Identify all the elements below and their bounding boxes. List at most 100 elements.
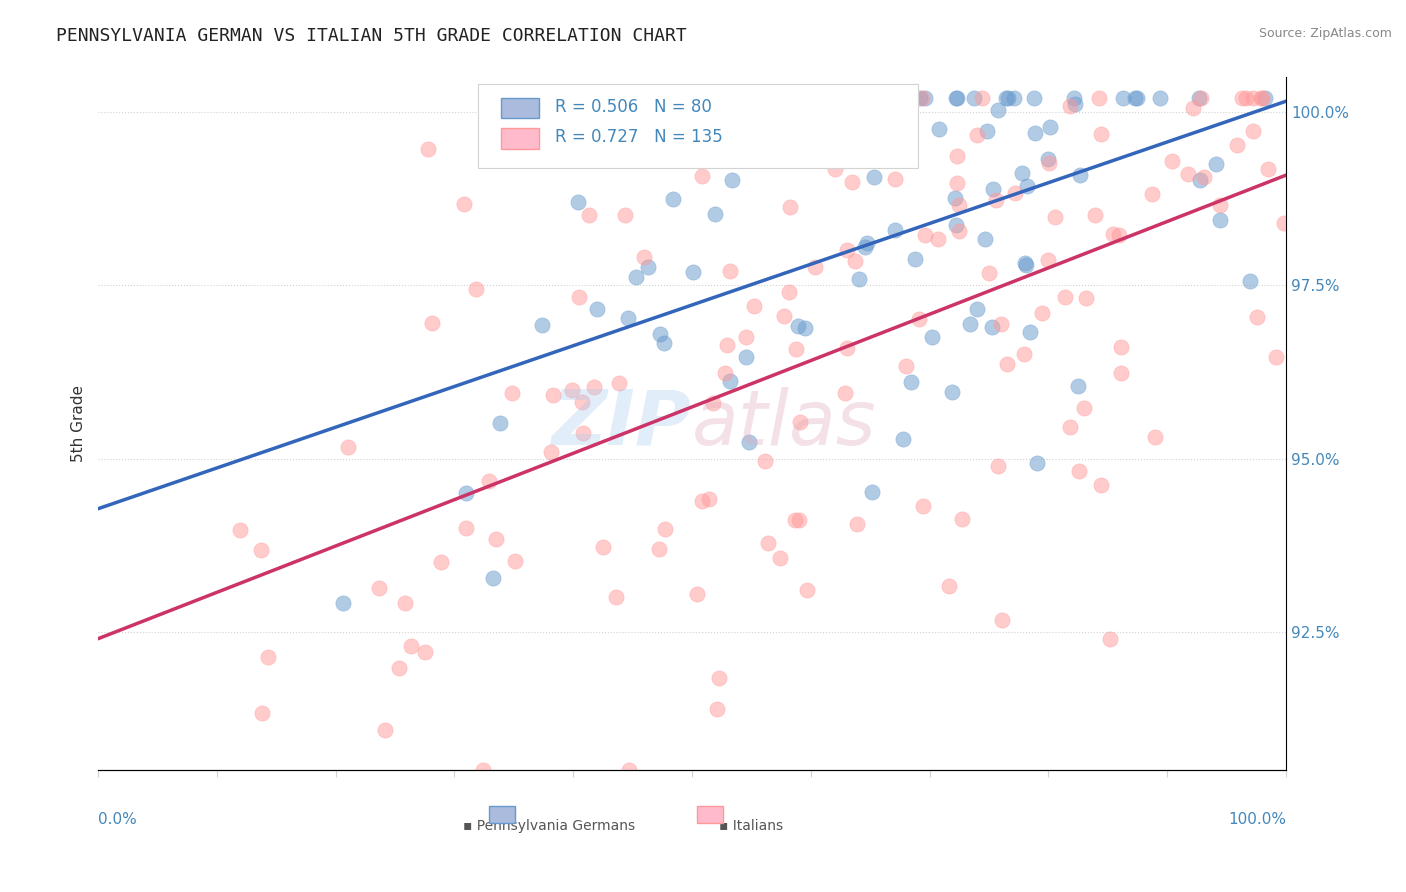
Point [883, 222, 905, 236]
Point [846, 516, 869, 531]
Point [489, 416, 512, 430]
Point [633, 250, 655, 264]
Point [561, 383, 583, 397]
Point [1160, 154, 1182, 169]
Point [1038, 120, 1060, 135]
Point [420, 316, 443, 330]
Point [970, 91, 993, 105]
Point [718, 264, 741, 278]
Point [1014, 256, 1036, 270]
FancyBboxPatch shape [489, 806, 515, 823]
Point [1084, 208, 1107, 222]
Point [1067, 464, 1090, 478]
Point [1209, 212, 1232, 227]
Point [1073, 401, 1095, 415]
Point [912, 499, 935, 513]
Point [785, 342, 807, 356]
Point [921, 329, 943, 343]
Point [946, 91, 969, 105]
Point [1246, 310, 1268, 324]
Point [1002, 91, 1025, 105]
Point [835, 131, 858, 145]
Point [336, 440, 359, 454]
Point [1205, 157, 1227, 171]
Point [478, 474, 501, 488]
Point [1026, 456, 1049, 470]
Point [904, 252, 927, 266]
Point [686, 587, 709, 601]
Point [388, 661, 411, 675]
Point [1264, 350, 1286, 364]
Point [835, 342, 858, 356]
Point [654, 522, 676, 536]
Point [756, 535, 779, 549]
Point [616, 310, 638, 325]
Point [1038, 155, 1060, 169]
Point [586, 301, 609, 316]
Point [977, 266, 1000, 280]
Point [991, 613, 1014, 627]
Point [485, 533, 508, 547]
Point [900, 376, 922, 390]
Point [824, 91, 846, 105]
Point [501, 386, 523, 401]
Point [1188, 91, 1211, 105]
Point [974, 232, 997, 246]
Point [571, 425, 593, 440]
Y-axis label: 5th Grade: 5th Grade [72, 385, 86, 462]
Point [1024, 126, 1046, 140]
Point [1015, 258, 1038, 272]
Point [1054, 291, 1077, 305]
Point [1149, 91, 1171, 105]
Point [834, 386, 856, 401]
Point [399, 639, 422, 653]
Text: ▪ Pennsylvania Germans: ▪ Pennsylvania Germans [464, 819, 636, 833]
Text: Source: ZipAtlas.com: Source: ZipAtlas.com [1258, 27, 1392, 40]
Point [648, 326, 671, 341]
Point [963, 91, 986, 105]
Point [614, 208, 637, 222]
Point [648, 542, 671, 557]
Point [754, 454, 776, 468]
Point [1109, 340, 1132, 354]
Point [1241, 91, 1264, 105]
Point [1074, 291, 1097, 305]
Point [1090, 478, 1112, 492]
Point [928, 122, 950, 136]
Point [1192, 169, 1215, 184]
Point [787, 319, 810, 334]
Point [1123, 91, 1146, 105]
Point [394, 596, 416, 610]
Point [1036, 152, 1059, 166]
Point [737, 434, 759, 449]
Point [1069, 168, 1091, 182]
Point [914, 227, 936, 242]
Point [1087, 91, 1109, 105]
Point [1022, 91, 1045, 105]
Point [908, 312, 931, 326]
Point [896, 359, 918, 374]
Point [785, 512, 807, 526]
Point [256, 649, 278, 664]
Point [911, 91, 934, 105]
Point [796, 583, 818, 598]
Point [718, 374, 741, 388]
Point [1067, 378, 1090, 392]
Point [794, 321, 817, 335]
Point [716, 338, 738, 352]
Point [735, 329, 758, 343]
Point [1189, 91, 1212, 105]
Point [789, 513, 811, 527]
Point [692, 169, 714, 184]
Point [252, 706, 274, 721]
Point [702, 396, 724, 410]
Text: ZIP: ZIP [553, 387, 692, 461]
FancyBboxPatch shape [501, 128, 538, 149]
Point [624, 270, 647, 285]
Point [856, 236, 879, 251]
Point [959, 317, 981, 331]
Point [1209, 198, 1232, 212]
Point [1239, 274, 1261, 288]
Point [1182, 101, 1205, 115]
Point [430, 555, 453, 569]
